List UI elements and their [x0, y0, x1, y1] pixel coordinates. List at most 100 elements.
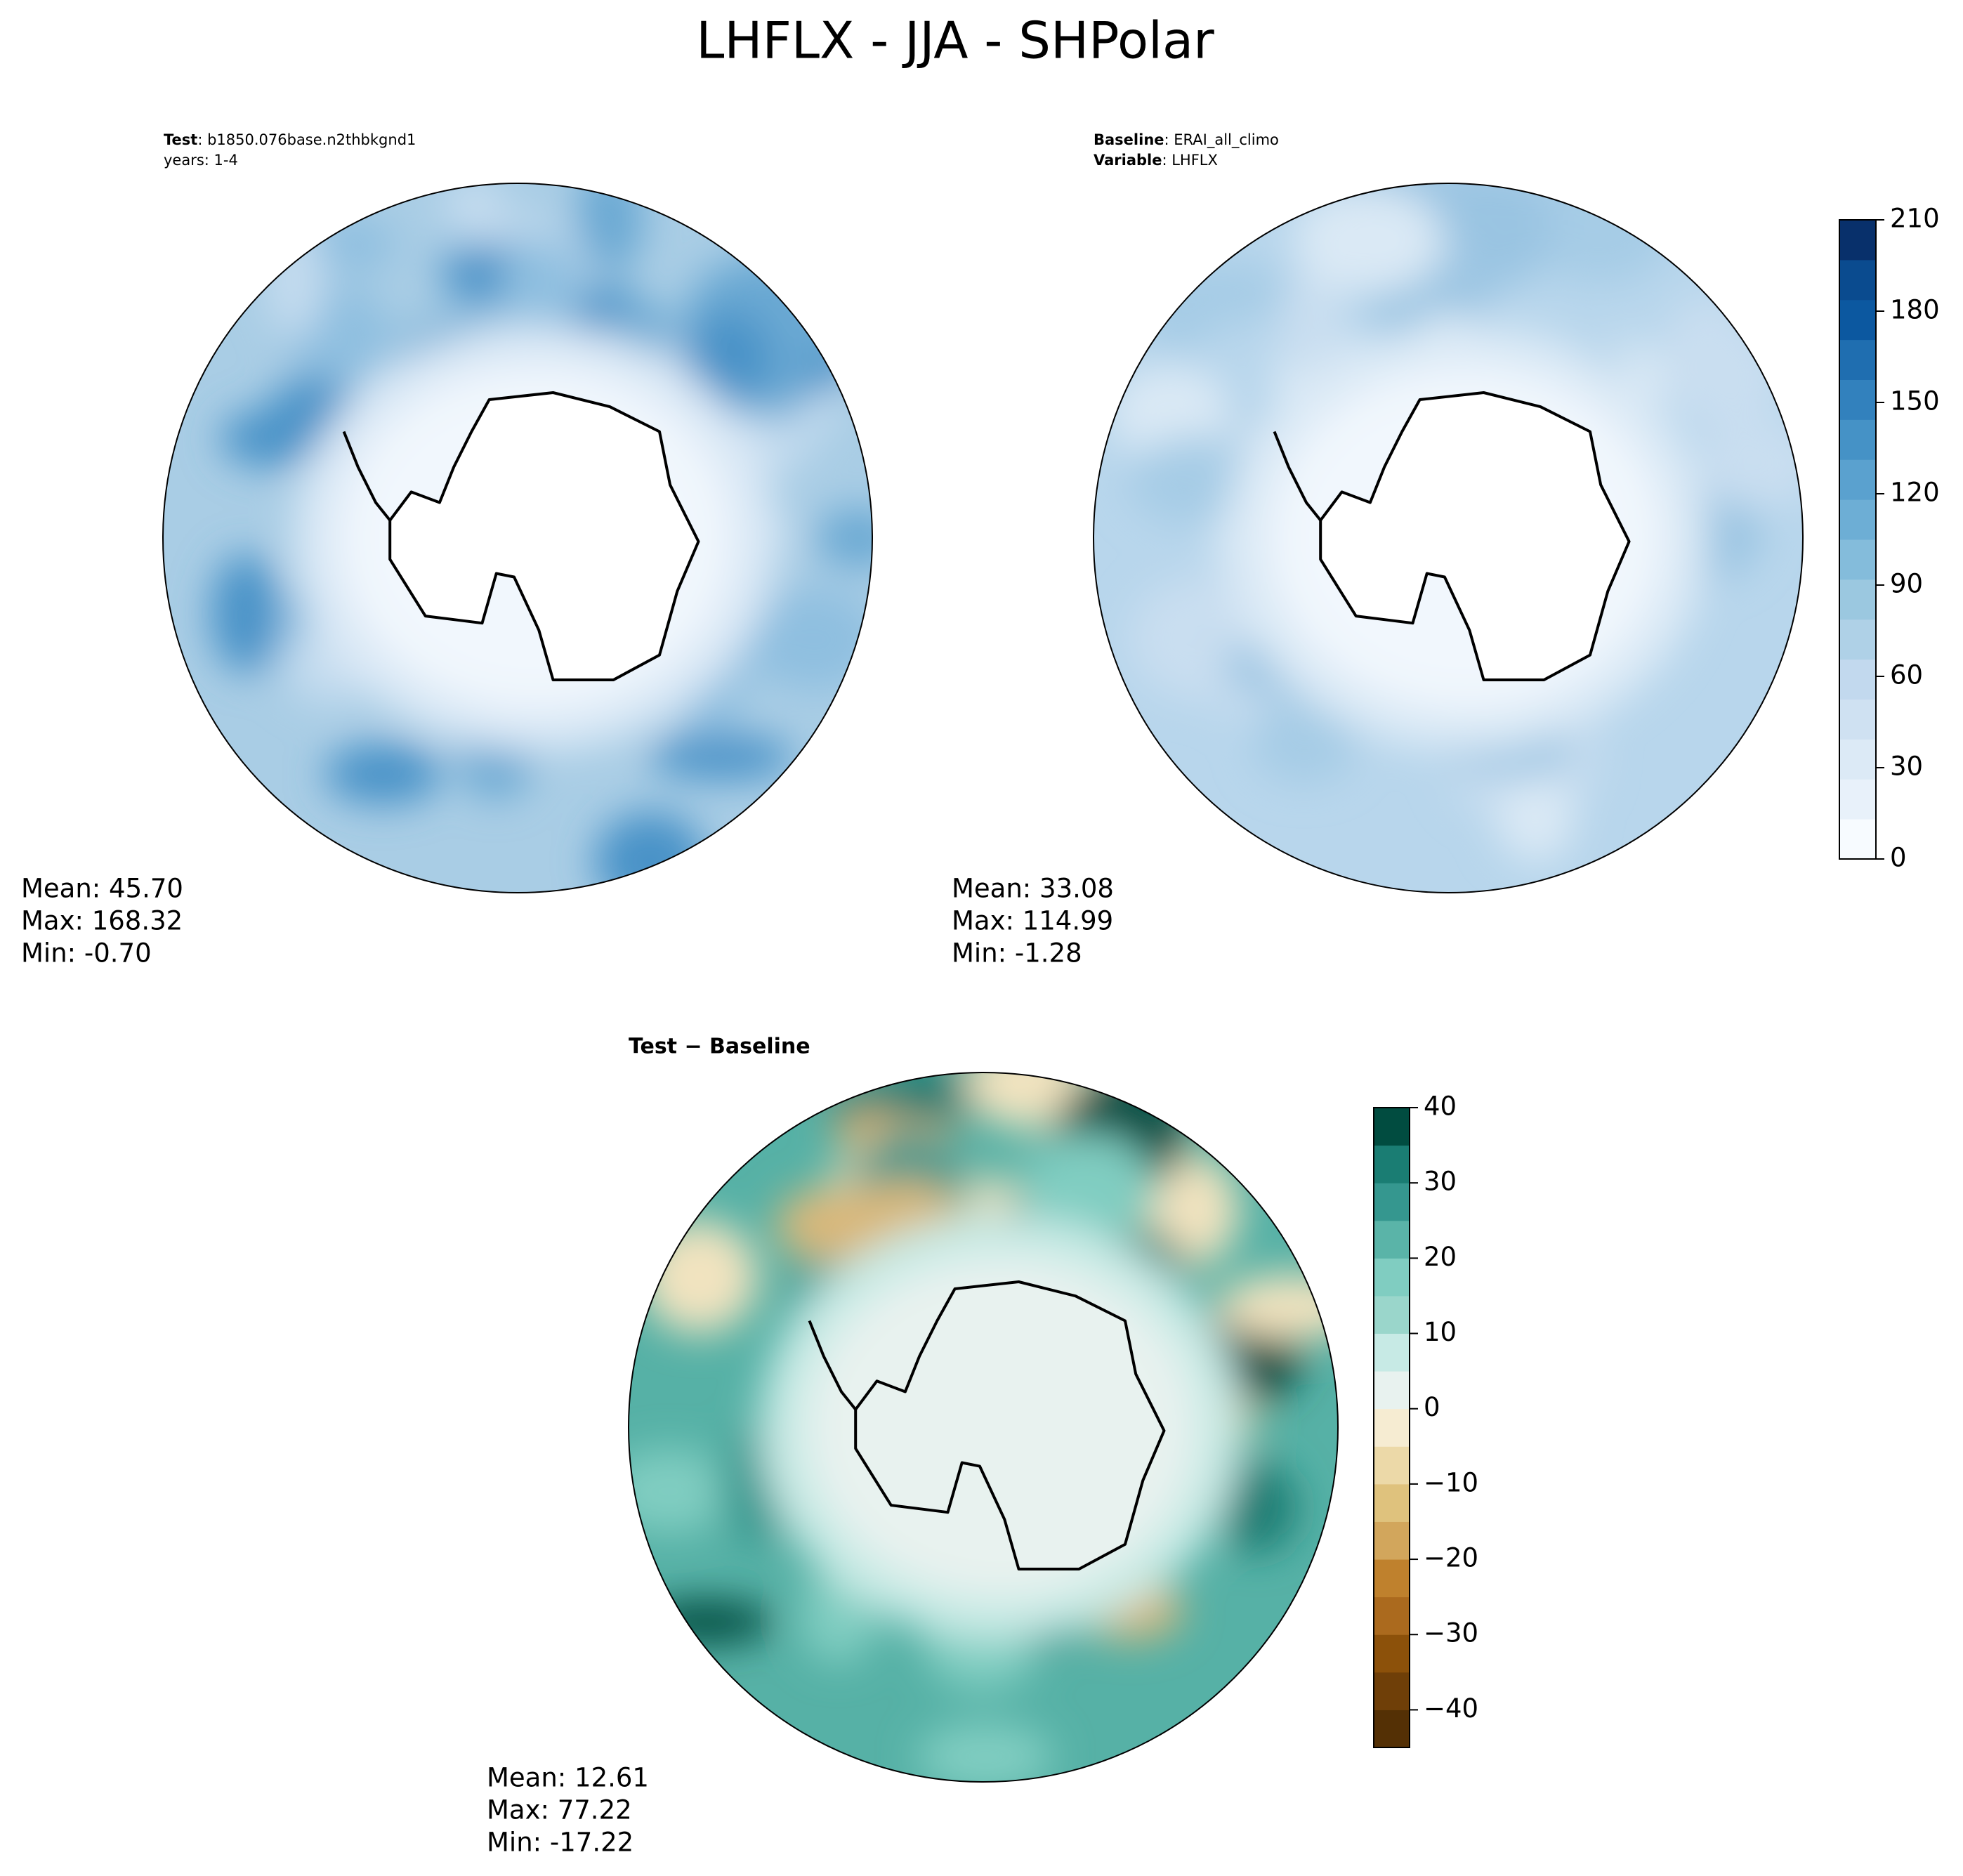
colorbar-band — [1374, 1483, 1410, 1522]
colorbar-band — [1374, 1596, 1410, 1635]
stat-text: Max: 77.22 — [487, 1795, 632, 1825]
figure-title: LHFLX - JJA - SHPolar — [696, 11, 1214, 70]
field-blob — [649, 734, 794, 780]
field-blob — [917, 1721, 1053, 1782]
field-blob — [815, 508, 872, 568]
colorbar-band — [1374, 1521, 1410, 1560]
colorbar-tick-label: −40 — [1424, 1693, 1478, 1724]
stat-text: Mean: 33.08 — [952, 874, 1114, 904]
stat-text: Min: -0.70 — [21, 938, 152, 969]
field-blob — [681, 310, 773, 405]
map — [163, 183, 872, 893]
map-border — [1093, 183, 1804, 893]
stat-text: Max: 168.32 — [21, 906, 183, 936]
field-blob — [1452, 183, 1551, 287]
colorbar-tick-label: 20 — [1424, 1242, 1457, 1272]
colorbar-tick-label: 30 — [1890, 752, 1923, 782]
header-text: years: 1-4 — [164, 152, 238, 169]
field-blob — [1293, 185, 1444, 295]
field-blob — [1663, 296, 1753, 396]
stat-text: Min: -17.22 — [487, 1828, 633, 1858]
field-blob — [1536, 183, 1608, 271]
header-key: Baseline — [1094, 131, 1164, 148]
field-blob — [576, 183, 644, 274]
colorbar-tick-label: 60 — [1890, 660, 1923, 690]
panel-header: Baseline: ERAI_all_climo — [1094, 131, 1279, 149]
stat-text: Min: -1.28 — [952, 938, 1082, 969]
field-blob — [629, 1448, 733, 1535]
colorbar-band — [1374, 1672, 1410, 1710]
colorbar-band — [1374, 1108, 1410, 1146]
colorbar-band — [1839, 379, 1876, 420]
colorbar-band — [1374, 1295, 1410, 1334]
header-key: Test — [164, 131, 197, 148]
antarctica — [1319, 391, 1631, 681]
colorbar-band — [1374, 1408, 1410, 1447]
header-key: Variable — [1094, 152, 1162, 169]
stat-text: Mean: 12.61 — [487, 1763, 649, 1793]
field-blob — [501, 235, 582, 339]
colorbar-tick-label: 40 — [1424, 1091, 1457, 1122]
colorbar-tick-label: 0 — [1890, 843, 1907, 873]
colorbar-band — [1374, 1710, 1410, 1748]
field-blob — [965, 1073, 1091, 1129]
field-blob — [639, 1600, 774, 1644]
field-blob — [324, 742, 442, 805]
colorbar-band — [1839, 659, 1876, 700]
colorbar-band — [1374, 1183, 1410, 1221]
colorbar-band — [1839, 220, 1876, 261]
header-text: : b1850.076base.n2thbkgnd1 — [197, 131, 416, 148]
field-blob — [443, 183, 506, 241]
stat-text: Mean: 45.70 — [21, 874, 183, 904]
colorbar-tick-label: 10 — [1424, 1317, 1457, 1347]
field-blob — [640, 1219, 759, 1334]
colorbar-band — [1839, 819, 1876, 860]
map — [629, 1073, 1338, 1782]
colorbar-band — [1839, 459, 1876, 500]
field-blob — [1216, 1273, 1338, 1339]
peninsula — [342, 431, 391, 522]
stat-text: Max: 114.99 — [952, 906, 1113, 936]
peninsula — [1273, 431, 1322, 522]
colorbar-band — [1839, 539, 1876, 580]
field-blob — [751, 588, 872, 691]
colorbar-tick-label: 210 — [1890, 204, 1940, 234]
map-border — [628, 1072, 1339, 1783]
panel-header: Test: b1850.076base.n2thbkgnd1 — [164, 131, 416, 148]
colorbar-tick-label: −30 — [1424, 1618, 1478, 1648]
map-border — [162, 183, 873, 893]
colorbar-tick-label: 150 — [1890, 386, 1940, 416]
colorbar-band — [1839, 579, 1876, 620]
colorbar-band — [1374, 1333, 1410, 1372]
colorbar-band — [1839, 299, 1876, 341]
colorbar-band — [1374, 1559, 1410, 1598]
field-blob — [593, 811, 706, 893]
colorbar-band — [1374, 1220, 1410, 1259]
colorbar-band — [1374, 1634, 1410, 1673]
colorbar-band — [1839, 339, 1876, 380]
colorbar-tick-label: −10 — [1424, 1467, 1478, 1497]
field-blob — [210, 553, 280, 674]
header-text: : ERAI_all_climo — [1164, 131, 1279, 149]
colorbar-tick-label: −20 — [1424, 1543, 1478, 1573]
colorbar-frame — [1839, 219, 1877, 860]
colorbar-band — [1839, 419, 1876, 460]
panel-header: Variable: LHFLX — [1094, 152, 1218, 169]
colorbar-band — [1839, 259, 1876, 301]
colorbar-tick-label: 180 — [1890, 295, 1940, 325]
panel-header: years: 1-4 — [164, 152, 238, 169]
colorbar-tick-label: 90 — [1890, 569, 1923, 599]
field-blob — [1698, 418, 1803, 509]
colorbar-band — [1839, 699, 1876, 740]
antarctica — [854, 1280, 1166, 1570]
field-blob — [1496, 781, 1577, 862]
colorbar-band — [1374, 1145, 1410, 1183]
colorbar-tick-label: 30 — [1424, 1167, 1457, 1197]
header-text: : LHFLX — [1162, 152, 1217, 169]
field-blob — [1138, 299, 1214, 353]
colorbar-band — [1374, 1446, 1410, 1485]
colorbar-tick-label: 120 — [1890, 478, 1940, 508]
field-blob — [1280, 270, 1344, 379]
colorbar-band — [1374, 1258, 1410, 1297]
colorbar-band — [1839, 619, 1876, 660]
